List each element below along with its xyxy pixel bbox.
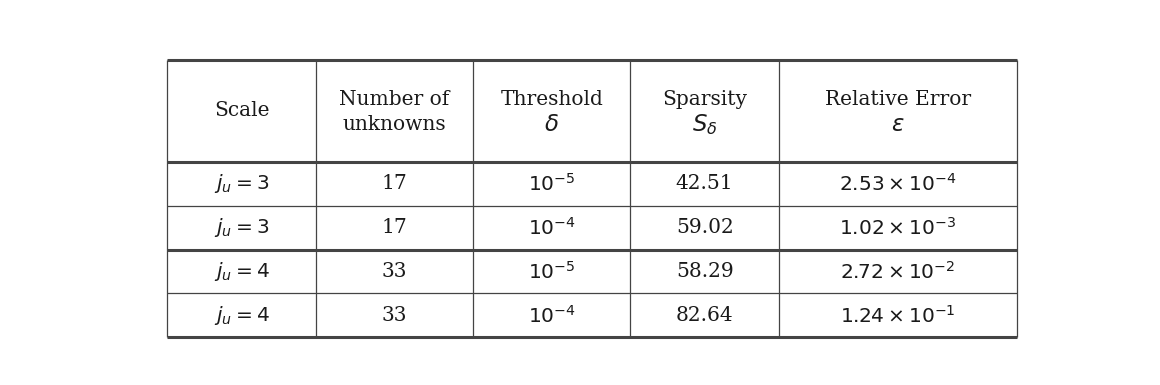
Text: 59.02: 59.02 xyxy=(676,218,733,237)
Text: $2.53 \times 10^{-4}$: $2.53 \times 10^{-4}$ xyxy=(839,173,957,195)
Text: unknowns: unknowns xyxy=(342,115,447,134)
Text: $10^{-4}$: $10^{-4}$ xyxy=(528,305,575,326)
Text: 33: 33 xyxy=(382,262,407,281)
Text: $j_u = 4$: $j_u = 4$ xyxy=(213,304,269,327)
Text: $\varepsilon$: $\varepsilon$ xyxy=(891,114,905,136)
Text: 17: 17 xyxy=(382,174,407,193)
Text: $1.24 \times 10^{-1}$: $1.24 \times 10^{-1}$ xyxy=(840,305,956,326)
Text: Threshold: Threshold xyxy=(500,90,603,109)
Text: 58.29: 58.29 xyxy=(676,262,733,281)
Text: $1.02 \times 10^{-3}$: $1.02 \times 10^{-3}$ xyxy=(840,217,956,239)
Text: $\delta$: $\delta$ xyxy=(544,114,559,136)
Text: $10^{-4}$: $10^{-4}$ xyxy=(528,217,575,239)
Text: Number of: Number of xyxy=(340,90,450,109)
Text: $10^{-5}$: $10^{-5}$ xyxy=(528,173,575,195)
Text: $j_u = 4$: $j_u = 4$ xyxy=(213,260,269,283)
Text: $j_u = 3$: $j_u = 3$ xyxy=(215,216,269,239)
Text: Relative Error: Relative Error xyxy=(825,90,971,109)
Text: 42.51: 42.51 xyxy=(676,174,733,193)
Text: Scale: Scale xyxy=(213,101,269,120)
Text: $10^{-5}$: $10^{-5}$ xyxy=(528,261,575,283)
Text: $2.72 \times 10^{-2}$: $2.72 \times 10^{-2}$ xyxy=(840,261,956,283)
Text: 33: 33 xyxy=(382,306,407,325)
Text: Sparsity: Sparsity xyxy=(662,90,747,109)
Text: $j_u = 3$: $j_u = 3$ xyxy=(215,172,269,195)
Text: 82.64: 82.64 xyxy=(676,306,733,325)
Text: 17: 17 xyxy=(382,218,407,237)
Text: $S_\delta$: $S_\delta$ xyxy=(691,112,717,137)
